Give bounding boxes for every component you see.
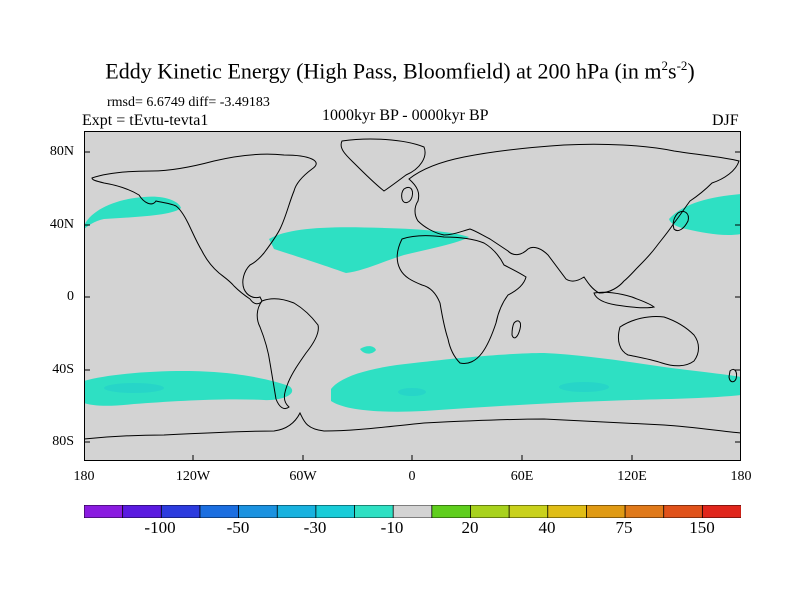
- colorbar-swatch: [470, 505, 510, 518]
- colorbar-swatch: [160, 505, 201, 518]
- coast-japan: [672, 210, 689, 232]
- coast-indonesia: [593, 291, 656, 309]
- coast-new-zealand: [728, 368, 737, 383]
- map-background: [84, 131, 741, 461]
- map-ticks: [84, 151, 741, 461]
- colorbar-swatch: [508, 505, 549, 518]
- lon-label-60w: 60W: [289, 469, 317, 484]
- coast-north-america: [91, 153, 317, 305]
- colorbar-label: 20: [461, 518, 479, 537]
- lon-label-60e: 60E: [510, 469, 534, 484]
- colorbar-swatch: [238, 505, 278, 518]
- colorbar-swatch: [392, 505, 433, 518]
- colorbar-swatch: [276, 505, 317, 518]
- colorbar-label: -30: [303, 518, 327, 537]
- lon-label-180w: 180: [73, 469, 95, 484]
- colorbar: [84, 505, 741, 518]
- anomaly-regions: [84, 194, 741, 412]
- colorbar-swatch: [663, 505, 704, 518]
- colorbar-label: -100: [144, 518, 176, 537]
- colorbar-label: 150: [689, 518, 715, 537]
- anomaly-north-pacific-east: [84, 196, 181, 229]
- lat-label-0: 0: [67, 289, 74, 304]
- lon-label-120w: 120W: [175, 469, 211, 484]
- colorbar-label: -50: [226, 518, 250, 537]
- colorbar-swatch: [84, 505, 124, 518]
- anomaly-north-atlantic: [269, 227, 469, 273]
- stats-text: rmsd= 6.6749 diff= -3.49183: [107, 95, 270, 110]
- lat-label-40n: 40N: [49, 217, 74, 232]
- anomaly-south-pacific: [84, 371, 293, 406]
- plot-title: Eddy Kinetic Energy (High Pass, Bloomfie…: [105, 58, 695, 84]
- anomaly-southern-ocean: [331, 353, 741, 412]
- period-label: 1000kyr BP - 0000kyr BP: [322, 107, 489, 124]
- colorbar-swatch: [315, 505, 356, 518]
- coast-africa: [396, 235, 527, 364]
- coastlines: [84, 138, 741, 440]
- colorbar-swatch: [199, 505, 240, 518]
- colorbar-swatch: [354, 505, 394, 518]
- colorbar-swatch: [624, 505, 665, 518]
- lon-label-180e: 180: [730, 469, 752, 484]
- anomaly-core-south-pacific: [104, 383, 164, 393]
- colorbar-swatch: [586, 505, 626, 518]
- colorbar-label: -10: [380, 518, 404, 537]
- lat-label-80s: 80S: [52, 434, 74, 449]
- colorbar-swatch: [122, 505, 163, 518]
- lat-label-40s: 40S: [52, 362, 74, 377]
- coast-south-america: [256, 298, 319, 410]
- coast-uk: [401, 186, 413, 204]
- lat-label-80n: 80N: [49, 144, 74, 159]
- coast-greenland: [340, 138, 426, 192]
- colorbar-swatch: [431, 505, 472, 518]
- anomaly-north-pacific-west: [669, 194, 741, 236]
- lon-label-120e: 120E: [617, 469, 647, 484]
- colorbar-label: 40: [538, 518, 556, 537]
- colorbar-label: 75: [615, 518, 633, 537]
- anomaly-cores: [104, 382, 609, 396]
- anomaly-core-indian: [559, 382, 609, 392]
- colorbar-swatch: [547, 505, 588, 518]
- season-label: DJF: [712, 112, 739, 129]
- lon-label-0: 0: [408, 469, 416, 484]
- anomaly-south-atlantic-small: [360, 346, 376, 354]
- anomaly-core-atlantic: [398, 388, 426, 396]
- experiment-label: Expt = tEvtu-tevta1: [82, 112, 209, 129]
- coast-madagascar: [511, 320, 521, 339]
- map-panel: [84, 131, 741, 461]
- coast-antarctica: [84, 411, 741, 440]
- coast-eurasia: [408, 143, 740, 294]
- colorbar-swatch: [701, 505, 741, 518]
- coast-australia: [617, 316, 699, 367]
